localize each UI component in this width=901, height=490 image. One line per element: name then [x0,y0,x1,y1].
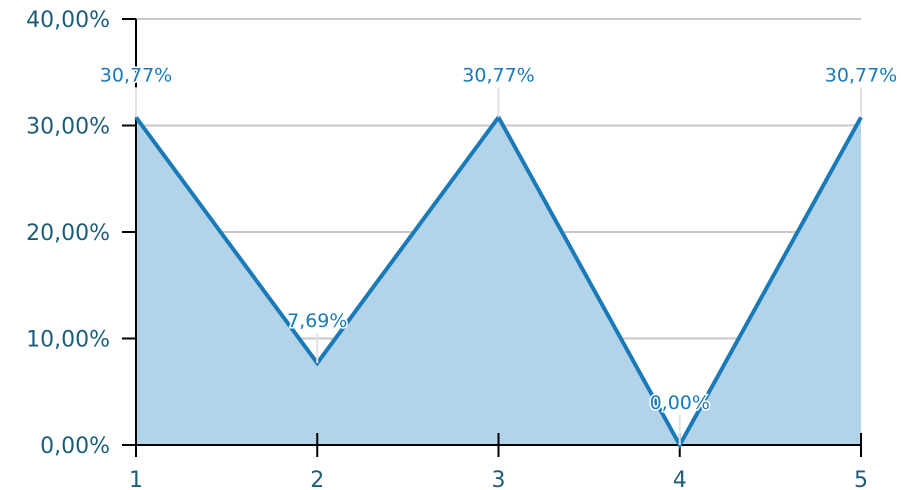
data-label-4: 30,77% [825,64,897,86]
y-tick-label-4: 40,00% [26,8,110,33]
area-fill [136,117,861,445]
data-label-0: 30,77% [100,64,172,86]
y-tick-label-3: 30,00% [26,115,110,140]
axis-ticks: 0,00% 10,00% 20,00% 30,00% 40,00% 1 2 3 4 5 [26,8,868,490]
x-tick-label-0: 1 [129,468,143,490]
x-tick-label-4: 5 [854,468,868,490]
y-tick-label-2: 20,00% [26,221,110,246]
y-tick-label-1: 10,00% [26,328,110,353]
y-tick-label-0: 0,00% [40,434,110,459]
data-label-3: 0,00% [650,392,710,414]
data-label-2: 30,77% [462,64,534,86]
x-tick-label-3: 4 [673,468,687,490]
x-tick-label-1: 2 [310,468,324,490]
x-tick-label-2: 3 [492,468,506,490]
data-label-1: 7,69% [287,310,347,332]
data-labels: 30,77% 7,69% 30,77% 0,00% 30,77% [98,63,899,445]
